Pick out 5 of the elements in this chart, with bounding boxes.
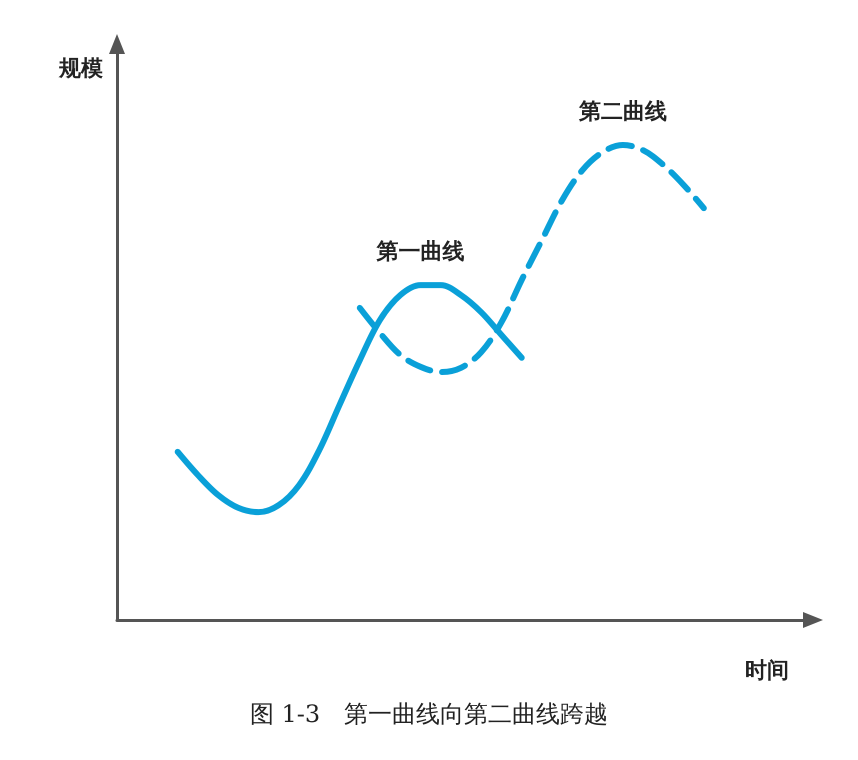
series-label: 第二曲线: [578, 100, 667, 124]
series-label: 第一曲线: [376, 240, 465, 265]
caption: 图 1-3 第一曲线向第二曲线跨越: [250, 700, 608, 728]
y-axis-title: 规模: [58, 56, 103, 82]
x-axis-title: 时间: [745, 658, 789, 684]
